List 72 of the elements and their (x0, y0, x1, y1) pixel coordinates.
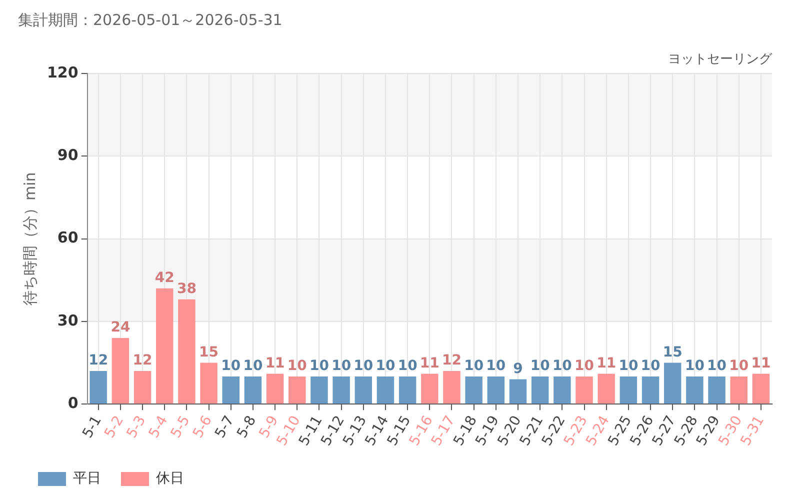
bar (332, 376, 350, 404)
data-label: 24 (110, 320, 130, 336)
y-tick-label: 120 (47, 63, 78, 82)
chart-title: 集計期間：2026-05-01～2026-05-31 (18, 10, 282, 29)
data-label: 10 (530, 358, 550, 374)
bar (487, 376, 505, 404)
bar (730, 376, 748, 404)
data-label: 10 (287, 358, 308, 374)
bar (222, 376, 240, 404)
legend-label: 平日 (73, 470, 101, 487)
data-label: 10 (618, 358, 638, 374)
data-label: 10 (354, 358, 374, 374)
y-tick-label: 0 (68, 394, 78, 412)
data-label: 15 (199, 344, 219, 360)
data-label: 10 (707, 358, 727, 374)
bar (443, 371, 460, 404)
data-label: 10 (464, 358, 484, 374)
bar (244, 376, 262, 404)
bar (266, 374, 284, 404)
data-label: 10 (309, 358, 330, 374)
data-label: 15 (662, 344, 682, 360)
bar (664, 362, 682, 404)
data-label: 10 (486, 358, 506, 374)
data-label: 10 (221, 358, 241, 374)
legend-label: 休日 (156, 470, 184, 487)
bar (112, 338, 130, 404)
y-axis-title: 待ち時間（分）min (20, 172, 39, 306)
data-label: 10 (684, 358, 705, 374)
y-tick-label: 60 (57, 228, 78, 247)
bar (752, 374, 770, 404)
bar (421, 374, 438, 404)
bar (90, 371, 107, 404)
bar (354, 376, 372, 404)
y-tick-label: 30 (57, 311, 78, 330)
data-label: 10 (552, 358, 572, 374)
data-label: 9 (513, 360, 523, 377)
bar (288, 376, 306, 404)
bar (398, 376, 416, 404)
bar (156, 288, 174, 404)
bar (200, 362, 218, 404)
data-label: 11 (265, 355, 285, 372)
y-tick-label: 90 (57, 146, 78, 164)
data-label: 12 (132, 352, 152, 369)
bar (509, 379, 527, 404)
bar (686, 376, 704, 404)
data-label: 11 (596, 355, 616, 372)
bar (531, 376, 549, 404)
data-label: 10 (332, 358, 352, 374)
bar (465, 376, 482, 404)
data-label: 12 (442, 352, 462, 369)
bar (620, 376, 638, 404)
bar (708, 376, 726, 404)
bar (554, 376, 571, 404)
data-label: 42 (154, 270, 174, 286)
bar (178, 299, 196, 404)
data-label: 10 (729, 358, 749, 374)
bar (376, 376, 394, 404)
data-label: 11 (420, 355, 440, 372)
data-label: 38 (176, 281, 196, 298)
data-label: 10 (376, 358, 396, 374)
chart-subtitle: ヨットセーリング (668, 52, 773, 68)
bar (576, 376, 593, 404)
data-label: 10 (574, 358, 594, 374)
data-label: 10 (398, 358, 418, 374)
bar (642, 376, 660, 404)
data-label: 12 (88, 352, 108, 369)
bar (134, 371, 152, 404)
data-label: 10 (640, 358, 661, 374)
data-label: 11 (751, 355, 771, 372)
data-label: 10 (243, 358, 263, 374)
bar (310, 376, 328, 404)
bar (598, 374, 615, 404)
